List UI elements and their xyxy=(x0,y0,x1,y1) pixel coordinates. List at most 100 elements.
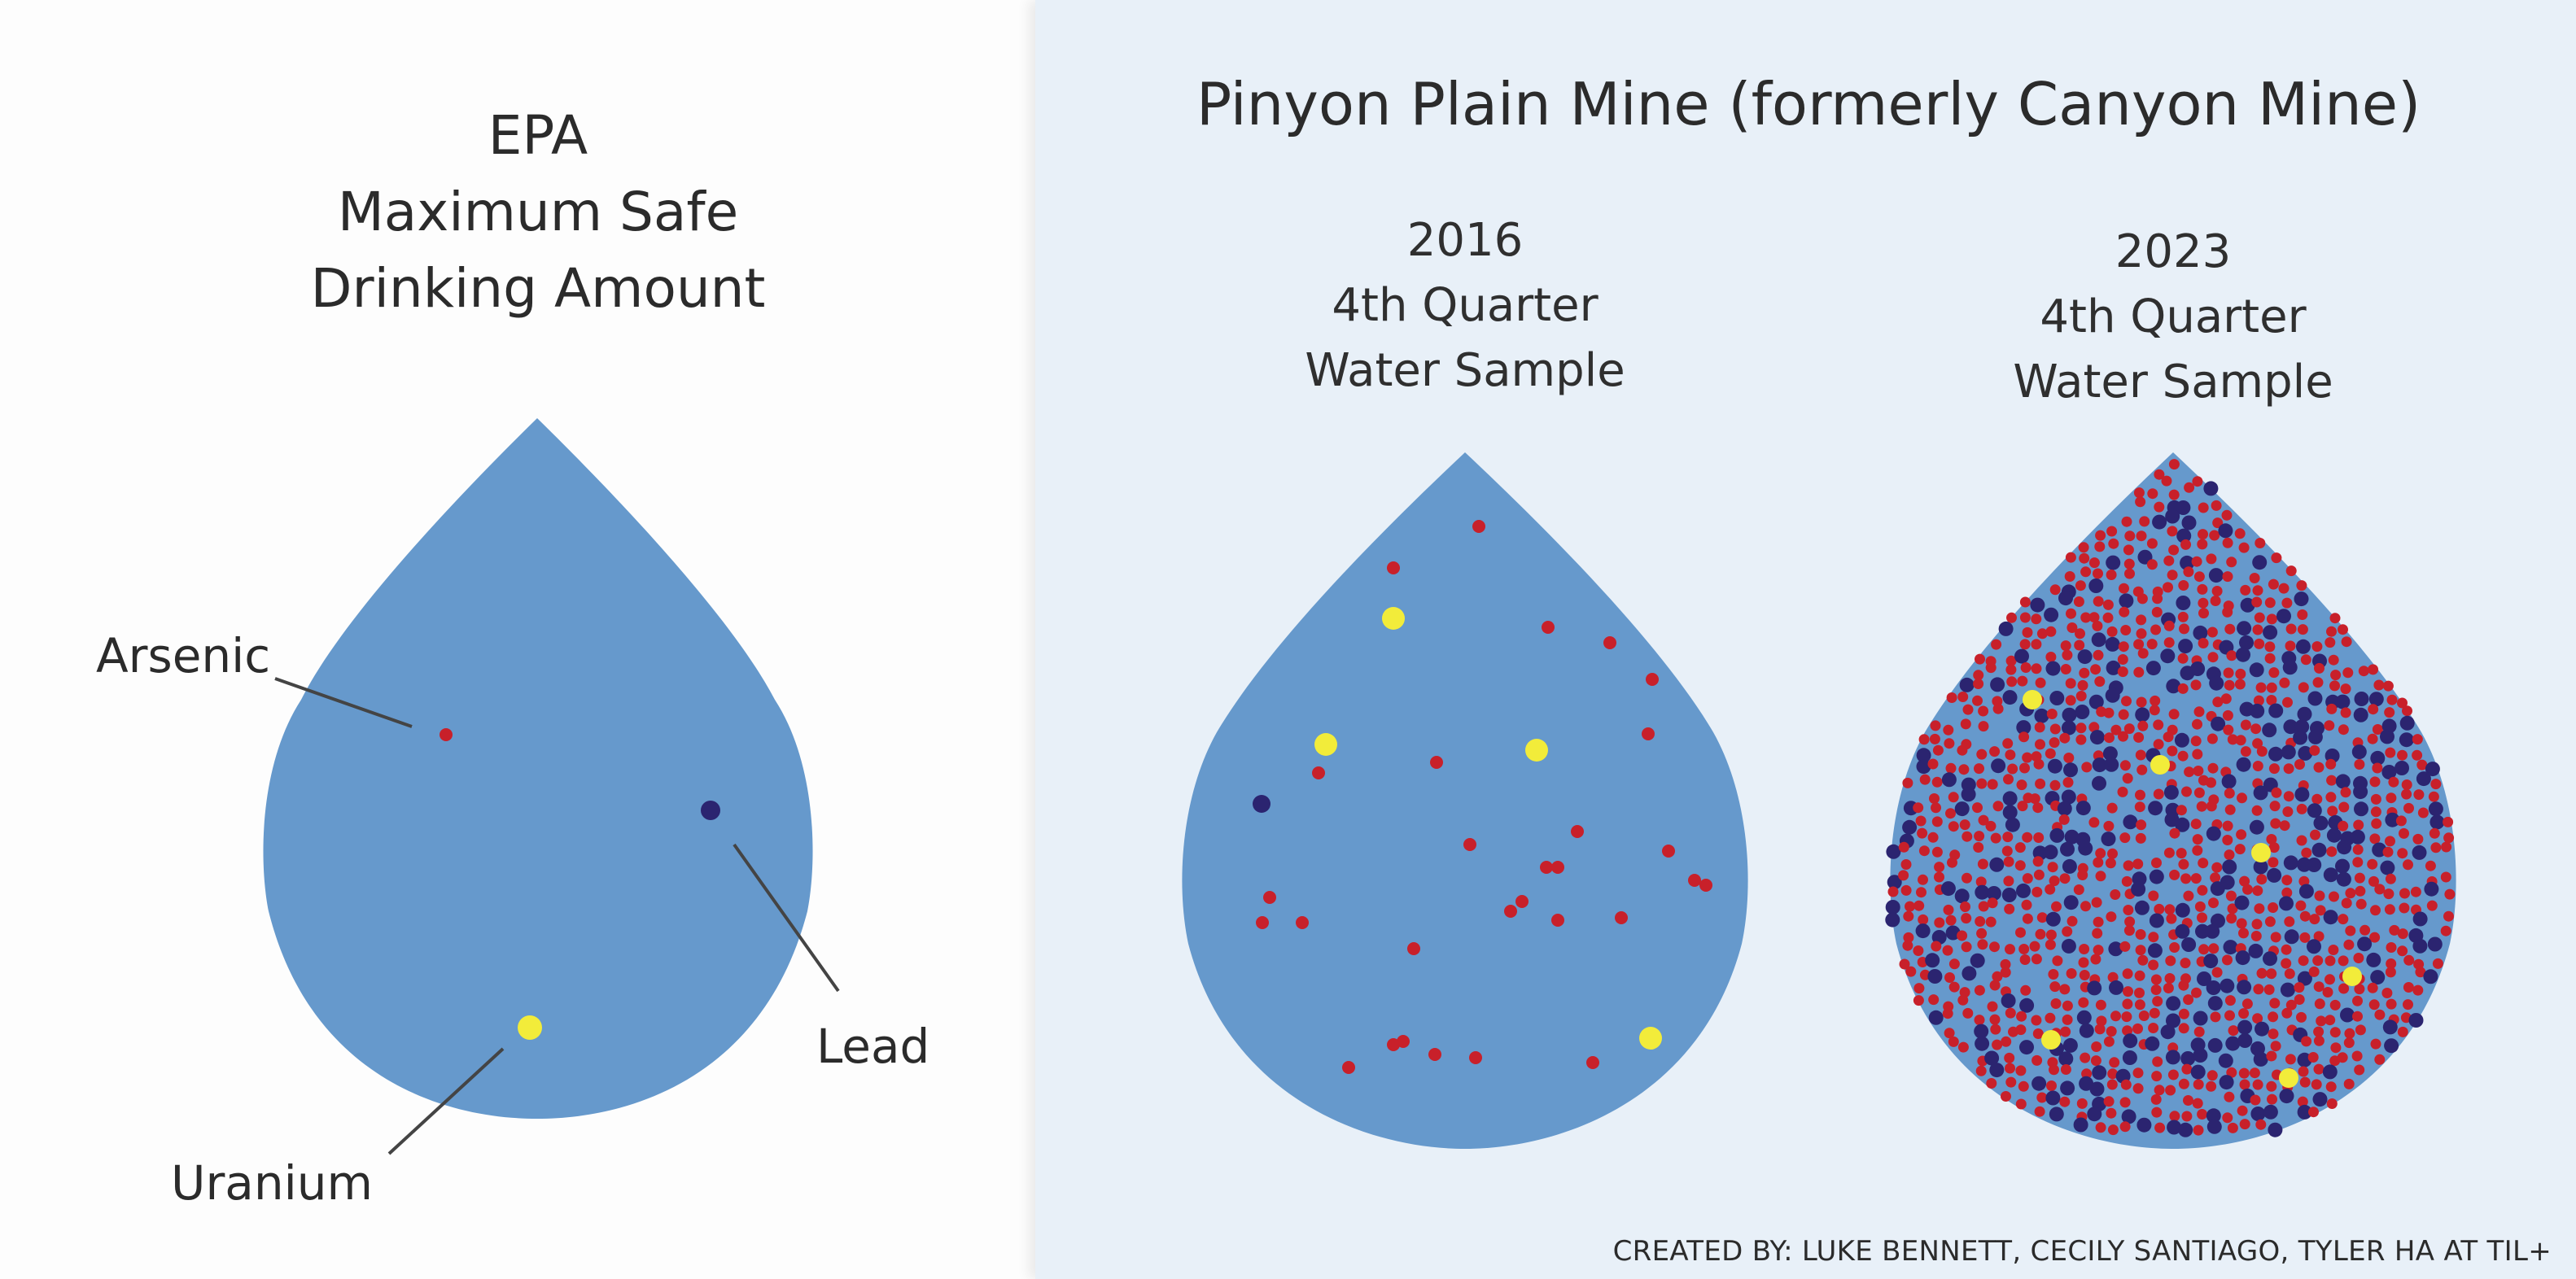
arsenic-dot xyxy=(2119,606,2130,618)
arsenic-dot xyxy=(2255,1119,2267,1130)
arsenic-dot xyxy=(2181,1111,2193,1122)
lead-dot xyxy=(2253,785,2268,801)
arsenic-dot xyxy=(1934,871,1944,883)
arsenic-dot xyxy=(2192,476,2203,487)
arsenic-dot xyxy=(2153,719,2164,731)
arsenic-dot xyxy=(2367,982,2378,993)
lead-dot xyxy=(1886,844,1901,859)
arsenic-dot xyxy=(2117,666,2128,678)
arsenic-dot xyxy=(2045,652,2057,662)
lead-dot xyxy=(2091,632,2106,648)
lead-dot xyxy=(1998,621,2014,636)
arsenic-dot xyxy=(1973,679,1984,689)
arsenic-dot xyxy=(2224,788,2235,799)
lead-dot xyxy=(2350,829,2365,845)
arsenic-dot xyxy=(2045,1012,2056,1024)
arsenic-dot xyxy=(2399,827,2409,839)
arsenic-dot xyxy=(2088,817,2100,828)
arsenic-dot xyxy=(2224,804,2236,815)
arsenic-dot xyxy=(1959,819,1970,831)
arsenic-dot xyxy=(2151,1107,2163,1118)
lead-dot xyxy=(2190,1064,2206,1080)
arsenic-dot xyxy=(2149,1007,2160,1019)
lead-dot xyxy=(2149,913,2164,928)
lead-dot xyxy=(2297,1104,2312,1120)
arsenic-dot xyxy=(2368,704,2379,715)
arsenic-dot xyxy=(2104,732,2115,744)
arsenic-dot xyxy=(2338,724,2349,736)
arsenic-dot xyxy=(2191,987,2202,998)
uranium-dot xyxy=(1314,733,1337,756)
lead-dot xyxy=(2255,1021,2269,1037)
arsenic-dot xyxy=(2355,885,2366,897)
lead-dot xyxy=(2354,801,2368,817)
arsenic-dot xyxy=(2197,583,2208,595)
lead-dot xyxy=(2205,923,2220,939)
arsenic-dot xyxy=(2285,1054,2296,1065)
epa-uranium-dot xyxy=(518,1015,542,1040)
lead-dot xyxy=(2061,938,2076,954)
arsenic-dot xyxy=(2118,731,2128,742)
arsenic-dot xyxy=(2198,502,2209,513)
sample-2016-particles xyxy=(1253,520,1712,1074)
lead-dot xyxy=(2297,706,2312,722)
arsenic-dot xyxy=(2226,913,2237,924)
arsenic-dot xyxy=(2181,786,2192,797)
lead-dot xyxy=(2237,621,2252,636)
arsenic-dot xyxy=(2281,958,2292,969)
arsenic-dot xyxy=(1899,958,1910,970)
arsenic-dot xyxy=(2017,801,2028,812)
arsenic-dot xyxy=(2005,1007,2016,1019)
arsenic-dot xyxy=(2236,918,2247,929)
arsenic-dot xyxy=(2227,734,2238,745)
lead-dot xyxy=(1989,1063,2005,1078)
lead-dot xyxy=(2312,1092,2328,1107)
lead-dot xyxy=(2030,597,2045,613)
lead-dot xyxy=(2381,765,2397,779)
arsenic-dot xyxy=(2254,638,2265,649)
arsenic-dot xyxy=(1929,793,1940,804)
arsenic-dot xyxy=(2297,624,2308,635)
lead-dot xyxy=(2166,996,2181,1011)
arsenic-dot xyxy=(2252,585,2263,596)
arsenic-dot xyxy=(2223,724,2234,736)
arsenic-dot xyxy=(2345,925,2356,936)
arsenic-dot xyxy=(2065,678,2076,689)
arsenic-dot xyxy=(2385,967,2396,978)
arsenic-dot xyxy=(2338,820,2349,832)
arsenic-dot xyxy=(1992,801,2004,812)
lead-dot xyxy=(2207,1037,2223,1053)
arsenic-dot xyxy=(1931,802,1941,814)
lead-dot xyxy=(2223,940,2238,955)
arsenic-dot xyxy=(2234,844,2246,855)
lead-dot xyxy=(2131,881,2146,897)
lead-dot xyxy=(2335,858,2350,874)
arsenic-dot xyxy=(2226,557,2237,568)
arsenic-dot xyxy=(2137,720,2149,731)
arsenic-dot xyxy=(2176,848,2187,859)
arsenic-dot xyxy=(2153,788,2164,800)
arsenic-dot xyxy=(2285,640,2296,652)
arsenic-dot xyxy=(2066,608,2076,619)
arsenic-dot xyxy=(2329,999,2341,1011)
arsenic-dot xyxy=(2385,836,2395,847)
lead-dot xyxy=(2101,832,2116,847)
arsenic-dot xyxy=(2002,738,2014,749)
arsenic-dot xyxy=(2007,763,2018,775)
lead-dot xyxy=(2089,1081,2105,1097)
arsenic-dot xyxy=(1472,520,1485,533)
arsenic-dot xyxy=(2384,707,2395,718)
arsenic-dot xyxy=(2190,679,2202,691)
arsenic-dot xyxy=(2106,626,2118,637)
lead-dot xyxy=(2045,911,2061,927)
arsenic-dot xyxy=(2122,968,2133,980)
arsenic-dot xyxy=(1972,695,1983,706)
arsenic-dot xyxy=(2103,820,2115,832)
lead-dot xyxy=(2077,649,2093,665)
lead-dot xyxy=(2193,625,2208,640)
lead-dot xyxy=(2005,817,2020,832)
arsenic-dot xyxy=(2440,871,2451,883)
arsenic-dot xyxy=(2252,885,2263,897)
lead-dot xyxy=(2282,660,2298,675)
lead-dot xyxy=(2250,703,2265,718)
